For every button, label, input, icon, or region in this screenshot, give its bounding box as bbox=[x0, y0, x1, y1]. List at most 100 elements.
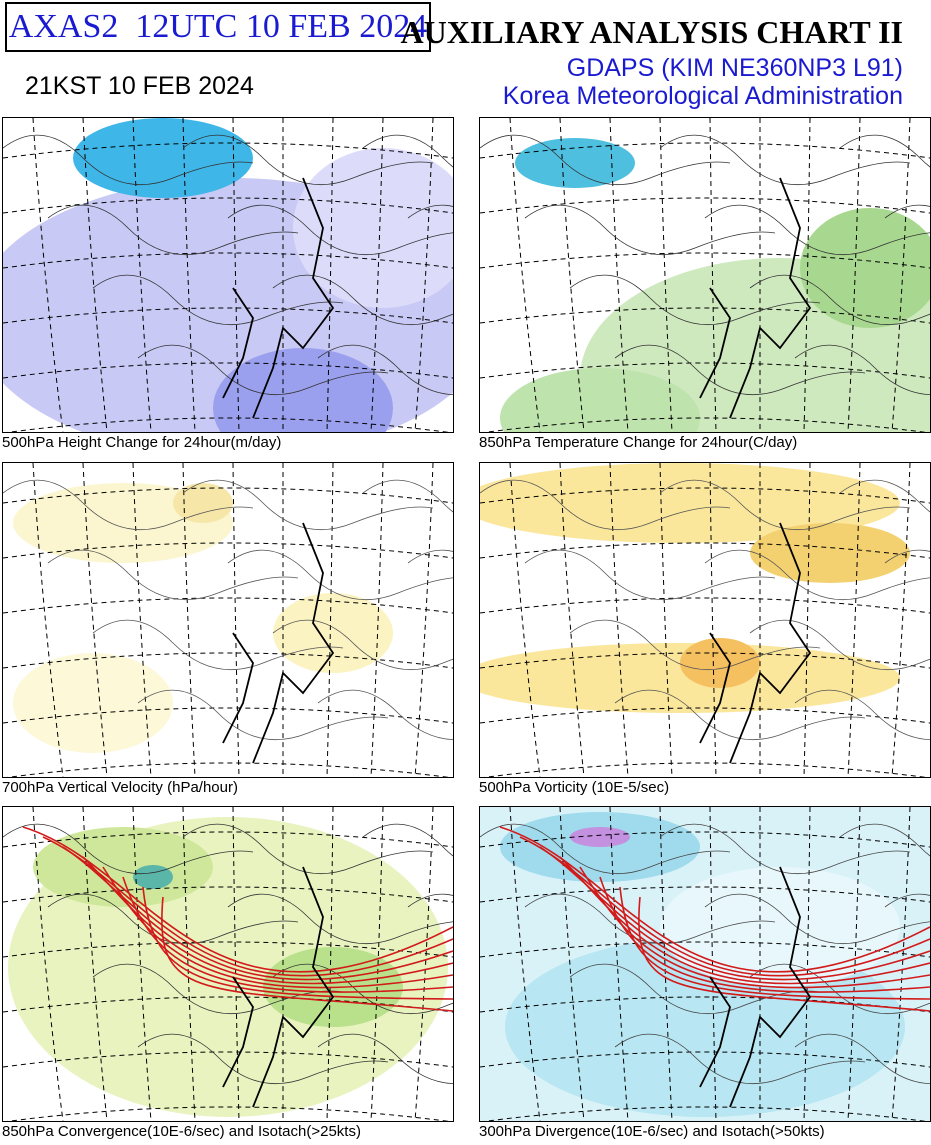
contour bbox=[524, 549, 776, 601]
parallel bbox=[3, 707, 453, 724]
meridian bbox=[847, 807, 861, 1121]
contour bbox=[480, 479, 731, 531]
contour bbox=[362, 479, 453, 513]
parallel bbox=[480, 362, 930, 379]
model-name: GDAPS (KIM NE360NP3 L91) bbox=[566, 54, 903, 82]
isotach bbox=[619, 886, 930, 1000]
parallel bbox=[6, 417, 450, 432]
parallel bbox=[483, 1106, 927, 1121]
shaded-area bbox=[273, 593, 393, 673]
shaded-area bbox=[173, 483, 233, 523]
isotach bbox=[559, 856, 930, 985]
parallel bbox=[3, 197, 453, 214]
meridian bbox=[709, 118, 717, 432]
map-panel bbox=[479, 117, 931, 433]
contour bbox=[227, 204, 453, 256]
isotach bbox=[499, 826, 930, 973]
meridian bbox=[182, 807, 196, 1121]
shaded-area bbox=[480, 463, 900, 543]
parallel bbox=[3, 487, 453, 504]
parallel bbox=[6, 1106, 450, 1121]
contour bbox=[839, 134, 930, 168]
shaded-area bbox=[680, 638, 760, 688]
parallel bbox=[480, 597, 930, 614]
isotach bbox=[539, 846, 930, 981]
chart-title: AUXILIARY ANALYSIS CHART II bbox=[400, 14, 903, 50]
run-box: AXAS2 12UTC 10 FEB 2024 bbox=[5, 2, 431, 52]
isotach bbox=[638, 896, 930, 1012]
coastline bbox=[699, 177, 812, 419]
meridian bbox=[559, 807, 585, 1121]
meridian bbox=[891, 463, 911, 777]
meridian bbox=[559, 463, 585, 777]
contour bbox=[227, 549, 453, 601]
contour bbox=[137, 689, 389, 741]
shaded-area bbox=[133, 865, 173, 889]
isotach bbox=[161, 896, 453, 1012]
panel-caption: 700hPa Vertical Velocity (hPa/hour) bbox=[2, 779, 238, 796]
parallel bbox=[480, 652, 930, 669]
contour bbox=[3, 134, 254, 186]
meridian bbox=[803, 807, 811, 1121]
parallel bbox=[480, 487, 930, 504]
meridian bbox=[609, 118, 629, 432]
agency-name: Korea Meteorological Administration bbox=[502, 82, 903, 110]
contour bbox=[569, 619, 821, 671]
parallel bbox=[480, 142, 930, 159]
contour bbox=[227, 893, 453, 945]
contour bbox=[137, 344, 389, 396]
parallel bbox=[483, 417, 927, 432]
shaded-area bbox=[73, 118, 253, 198]
meridian bbox=[370, 807, 384, 1121]
meridian bbox=[132, 463, 152, 777]
meridian bbox=[326, 807, 334, 1121]
meridian bbox=[659, 463, 673, 777]
isotach bbox=[519, 836, 930, 977]
meridian bbox=[891, 807, 911, 1121]
coastline bbox=[699, 866, 812, 1108]
meridian bbox=[891, 118, 911, 432]
contour bbox=[362, 823, 453, 857]
shaded-area bbox=[750, 523, 910, 583]
meridian bbox=[709, 463, 717, 777]
parallel bbox=[3, 542, 453, 559]
panel-caption: 850hPa Convergence(10E-6/sec) and Isotac… bbox=[2, 1123, 361, 1140]
parallel bbox=[3, 252, 453, 269]
meridian bbox=[414, 807, 434, 1121]
meridian bbox=[232, 807, 240, 1121]
parallel bbox=[483, 762, 927, 777]
parallel bbox=[3, 142, 453, 159]
meridian bbox=[847, 463, 861, 777]
contour bbox=[614, 689, 866, 741]
isotach bbox=[599, 876, 930, 993]
parallel bbox=[3, 886, 453, 903]
meridian bbox=[609, 463, 629, 777]
contour bbox=[704, 204, 930, 256]
meridian bbox=[803, 118, 811, 432]
contour bbox=[569, 274, 821, 326]
coastline bbox=[222, 866, 335, 1108]
contour bbox=[480, 823, 731, 875]
contour bbox=[569, 963, 821, 1015]
shaded-area bbox=[660, 867, 900, 987]
parallel bbox=[3, 307, 453, 324]
shaded-area bbox=[570, 827, 630, 847]
contour bbox=[884, 549, 930, 564]
meridian bbox=[659, 807, 673, 1121]
contour bbox=[794, 344, 930, 396]
meridian bbox=[326, 463, 334, 777]
coastline bbox=[222, 177, 335, 419]
parallel bbox=[3, 941, 453, 958]
meridian bbox=[370, 463, 384, 777]
shaded-area bbox=[33, 827, 213, 907]
contour bbox=[92, 619, 344, 671]
panel-caption: 500hPa Height Change for 24hour(m/day) bbox=[2, 434, 282, 451]
isotach bbox=[82, 856, 453, 985]
contour bbox=[3, 479, 254, 531]
shaded-area bbox=[800, 208, 930, 328]
parallel bbox=[3, 362, 453, 379]
contour bbox=[407, 893, 453, 908]
contour bbox=[137, 1033, 389, 1085]
parallel bbox=[480, 252, 930, 269]
